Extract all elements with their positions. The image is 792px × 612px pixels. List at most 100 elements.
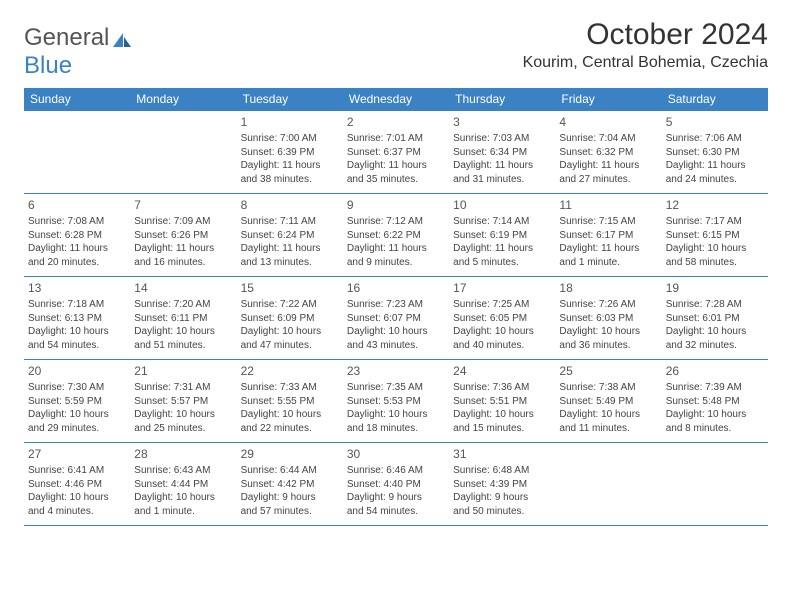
day-detail-line: Daylight: 11 hours xyxy=(28,242,126,256)
day-detail-line: and 54 minutes. xyxy=(28,339,126,353)
day-detail-line: Sunrise: 7:38 AM xyxy=(559,381,657,395)
day-detail-line: Sunset: 6:07 PM xyxy=(347,312,445,326)
day-detail-line: Daylight: 11 hours xyxy=(559,159,657,173)
day-number: 17 xyxy=(453,280,551,296)
day-cell: 24Sunrise: 7:36 AMSunset: 5:51 PMDayligh… xyxy=(449,360,555,442)
day-detail-line: Sunset: 5:59 PM xyxy=(28,395,126,409)
day-cell: 22Sunrise: 7:33 AMSunset: 5:55 PMDayligh… xyxy=(237,360,343,442)
day-detail-line: and 32 minutes. xyxy=(666,339,764,353)
day-cell: 21Sunrise: 7:31 AMSunset: 5:57 PMDayligh… xyxy=(130,360,236,442)
weekday-header: Friday xyxy=(555,88,661,110)
day-detail-line: Daylight: 11 hours xyxy=(347,242,445,256)
day-cell: 12Sunrise: 7:17 AMSunset: 6:15 PMDayligh… xyxy=(662,194,768,276)
day-cell: 25Sunrise: 7:38 AMSunset: 5:49 PMDayligh… xyxy=(555,360,661,442)
day-detail-line: Sunset: 6:19 PM xyxy=(453,229,551,243)
weekday-header: Tuesday xyxy=(237,88,343,110)
day-detail-line: Daylight: 9 hours xyxy=(453,491,551,505)
day-cell: 16Sunrise: 7:23 AMSunset: 6:07 PMDayligh… xyxy=(343,277,449,359)
day-detail-line: Daylight: 11 hours xyxy=(666,159,764,173)
day-number: 14 xyxy=(134,280,232,296)
day-number: 25 xyxy=(559,363,657,379)
day-number: 5 xyxy=(666,114,764,130)
day-number: 21 xyxy=(134,363,232,379)
day-detail-line: Sunrise: 7:30 AM xyxy=(28,381,126,395)
day-cell: 31Sunrise: 6:48 AMSunset: 4:39 PMDayligh… xyxy=(449,443,555,525)
day-detail-line: Sunrise: 7:25 AM xyxy=(453,298,551,312)
day-detail-line: and 43 minutes. xyxy=(347,339,445,353)
title-block: October 2024 Kourim, Central Bohemia, Cz… xyxy=(523,18,768,78)
day-cell: 17 Sunrise: 7:25 AMSunset: 6:05 PMDayligh… xyxy=(449,277,555,359)
day-detail-line: Sunset: 6:24 PM xyxy=(241,229,339,243)
day-detail-line: Sunset: 6:34 PM xyxy=(453,146,551,160)
day-number: 27 xyxy=(28,446,126,462)
day-detail-line: Sunrise: 7:15 AM xyxy=(559,215,657,229)
month-title: October 2024 xyxy=(523,18,768,52)
day-detail-line: Sunrise: 6:43 AM xyxy=(134,464,232,478)
day-cell: 10Sunrise: 7:14 AMSunset: 6:19 PMDayligh… xyxy=(449,194,555,276)
day-detail-line: Sunset: 5:48 PM xyxy=(666,395,764,409)
day-detail-line: Daylight: 10 hours xyxy=(134,491,232,505)
weekday-header: Wednesday xyxy=(343,88,449,110)
day-detail-line: Daylight: 10 hours xyxy=(28,491,126,505)
day-cell: 23Sunrise: 7:35 AMSunset: 5:53 PMDayligh… xyxy=(343,360,449,442)
day-detail-line: and 31 minutes. xyxy=(453,173,551,187)
day-number: 22 xyxy=(241,363,339,379)
day-cell: 3Sunrise: 7:03 AMSunset: 6:34 PMDaylight… xyxy=(449,111,555,193)
day-number: 29 xyxy=(241,446,339,462)
day-detail-line: and 8 minutes. xyxy=(666,422,764,436)
day-detail-line: and 22 minutes. xyxy=(241,422,339,436)
day-detail-line: and 27 minutes. xyxy=(559,173,657,187)
day-number: 7 xyxy=(134,197,232,213)
day-cell: 15Sunrise: 7:22 AMSunset: 6:09 PMDayligh… xyxy=(237,277,343,359)
day-number: 11 xyxy=(559,197,657,213)
day-detail-line: Sunrise: 7:23 AM xyxy=(347,298,445,312)
day-number: 4 xyxy=(559,114,657,130)
day-number: 3 xyxy=(453,114,551,130)
day-detail-line: Sunset: 5:55 PM xyxy=(241,395,339,409)
day-detail-line: Sunset: 5:49 PM xyxy=(559,395,657,409)
day-number: 6 xyxy=(28,197,126,213)
day-detail-line: Sunrise: 7:26 AM xyxy=(559,298,657,312)
day-cell: 7Sunrise: 7:09 AMSunset: 6:26 PMDaylight… xyxy=(130,194,236,276)
day-detail-line: Sunset: 6:05 PM xyxy=(453,312,551,326)
day-detail-line: Daylight: 10 hours xyxy=(453,325,551,339)
day-detail-line: and 4 minutes. xyxy=(28,505,126,519)
day-cell: 29Sunrise: 6:44 AMSunset: 4:42 PMDayligh… xyxy=(237,443,343,525)
day-detail-line: and 51 minutes. xyxy=(134,339,232,353)
day-detail-line: Daylight: 9 hours xyxy=(241,491,339,505)
day-cell xyxy=(24,111,130,193)
day-detail-line: Sunrise: 7:36 AM xyxy=(453,381,551,395)
day-cell: 9Sunrise: 7:12 AMSunset: 6:22 PMDaylight… xyxy=(343,194,449,276)
day-detail-line: and 57 minutes. xyxy=(241,505,339,519)
day-detail-line: Sunset: 6:32 PM xyxy=(559,146,657,160)
day-number: 1 xyxy=(241,114,339,130)
calendar-grid: SundayMondayTuesdayWednesdayThursdayFrid… xyxy=(24,88,768,526)
day-detail-line: Daylight: 10 hours xyxy=(134,325,232,339)
day-number: 16 xyxy=(347,280,445,296)
day-detail-line: Daylight: 11 hours xyxy=(241,242,339,256)
day-detail-line: and 58 minutes. xyxy=(666,256,764,270)
day-detail-line: and 15 minutes. xyxy=(453,422,551,436)
day-number: 26 xyxy=(666,363,764,379)
day-detail-line: and 50 minutes. xyxy=(453,505,551,519)
day-detail-line: and 29 minutes. xyxy=(28,422,126,436)
day-detail-line: Sunset: 4:46 PM xyxy=(28,478,126,492)
day-detail-line: Sunset: 6:17 PM xyxy=(559,229,657,243)
day-detail-line: Sunrise: 7:17 AM xyxy=(666,215,764,229)
day-cell: 20Sunrise: 7:30 AMSunset: 5:59 PMDayligh… xyxy=(24,360,130,442)
day-detail-line: and 47 minutes. xyxy=(241,339,339,353)
day-detail-line: and 38 minutes. xyxy=(241,173,339,187)
day-detail-line: Sunset: 6:15 PM xyxy=(666,229,764,243)
day-cell: 4Sunrise: 7:04 AMSunset: 6:32 PMDaylight… xyxy=(555,111,661,193)
brand-word-blue: Blue xyxy=(24,52,133,80)
day-cell xyxy=(662,443,768,525)
brand-logo: General Blue xyxy=(24,18,133,80)
day-detail-line: Daylight: 10 hours xyxy=(347,408,445,422)
day-cell: 5Sunrise: 7:06 AMSunset: 6:30 PMDaylight… xyxy=(662,111,768,193)
day-number: 31 xyxy=(453,446,551,462)
day-cell xyxy=(130,111,236,193)
header: General Blue October 2024 Kourim, Centra… xyxy=(24,18,768,80)
day-detail-line: Daylight: 10 hours xyxy=(241,325,339,339)
day-detail-line: Sunset: 6:26 PM xyxy=(134,229,232,243)
weeks-container: 1Sunrise: 7:00 AMSunset: 6:39 PMDaylight… xyxy=(24,110,768,526)
